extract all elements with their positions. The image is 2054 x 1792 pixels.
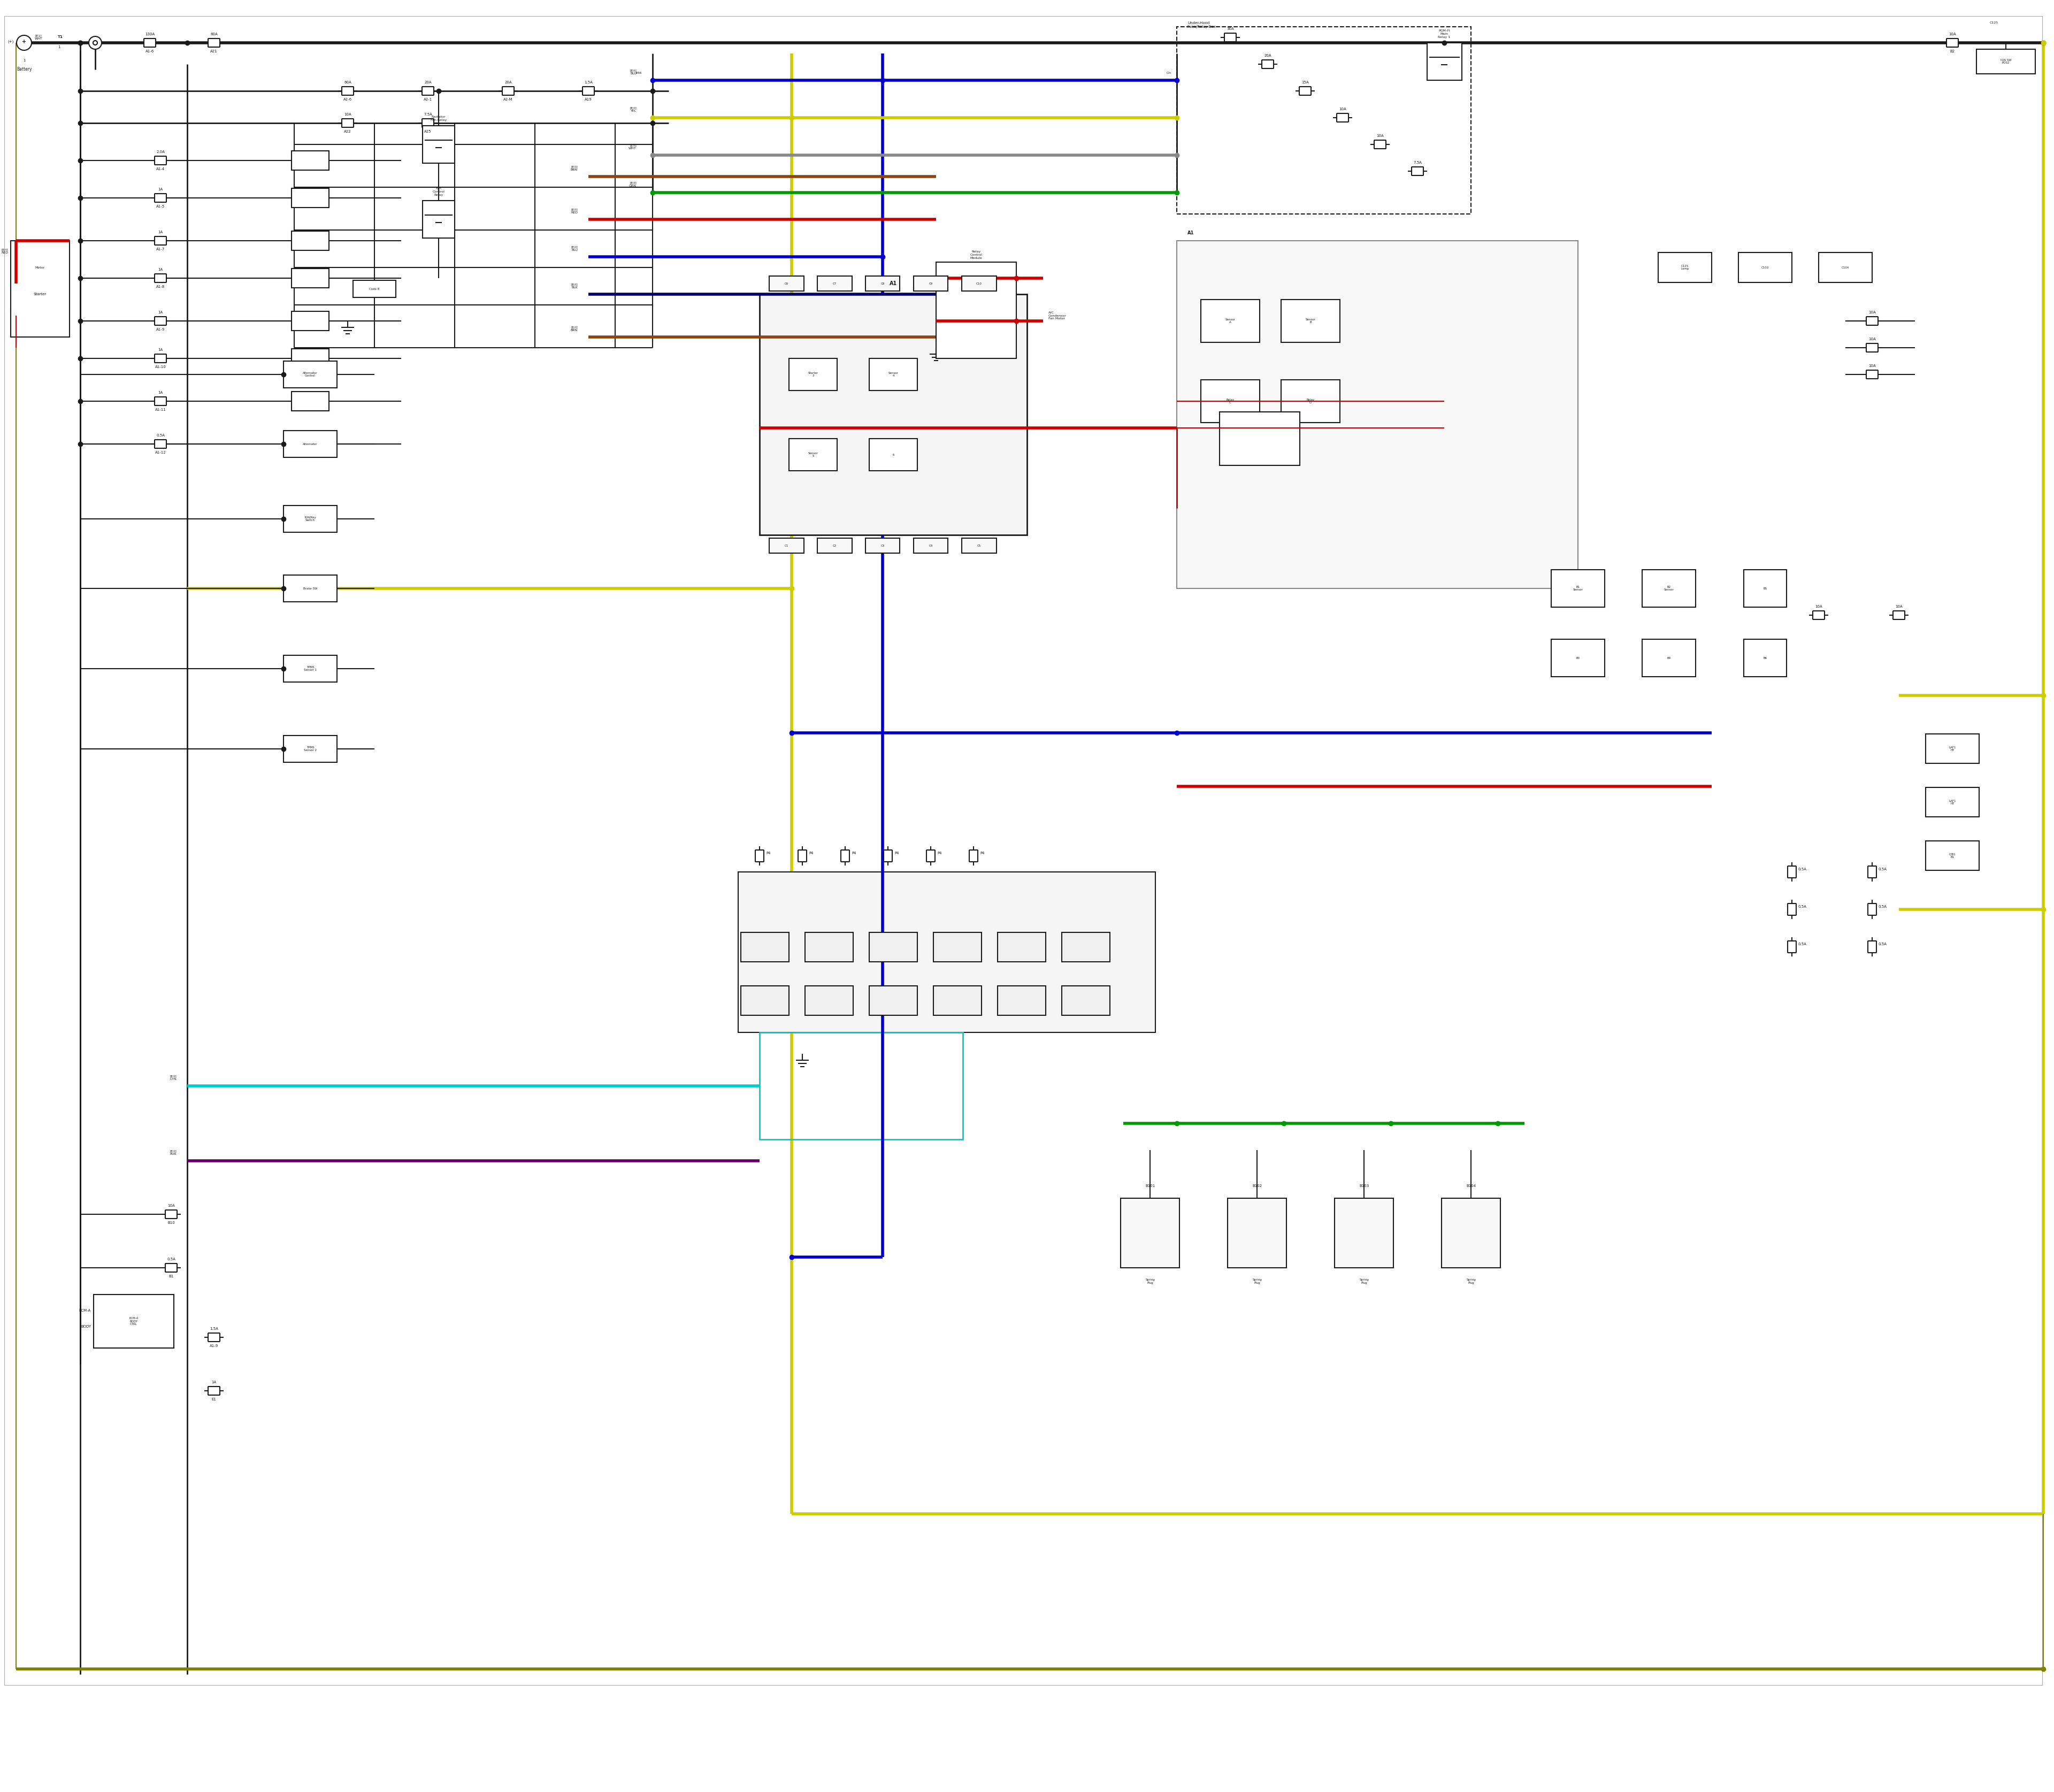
Text: C3: C3 [881,545,885,547]
Text: B4: B4 [1668,656,1670,659]
FancyBboxPatch shape [926,849,935,862]
Text: 20A: 20A [425,81,431,84]
Text: C103: C103 [1762,267,1768,269]
Circle shape [88,36,101,48]
Text: C125
Lamp: C125 Lamp [1680,265,1688,271]
Text: 0.5A: 0.5A [1879,943,1888,946]
Bar [1744,640,1787,677]
Bar [1927,735,1980,763]
Bar [865,538,900,554]
FancyBboxPatch shape [1814,611,1824,620]
Text: [E1]
WHT: [E1] WHT [35,34,43,39]
Text: 0.5A: 0.5A [1799,905,1808,909]
Text: 0.5A: 0.5A [1799,943,1808,946]
Text: TPMS
Sensor 2: TPMS Sensor 2 [304,745,316,753]
Text: [E/I]
WHT: [E/I] WHT [629,143,637,151]
Bar [1927,788,1980,817]
Text: [E/I]
BLU: [E/I] BLU [571,246,577,251]
FancyBboxPatch shape [154,317,166,324]
Text: +: + [23,39,27,45]
Bar [1551,570,1604,607]
Text: 20A: 20A [505,81,511,84]
Bar [914,276,949,290]
Text: C10: C10 [976,281,982,285]
FancyBboxPatch shape [1261,59,1273,68]
Bar [1976,50,2036,73]
FancyBboxPatch shape [154,439,166,448]
Text: C/n: C/n [1167,72,1171,73]
Text: 1A: 1A [158,269,162,271]
Text: B1
Sensor: B1 Sensor [1573,586,1584,591]
Bar [1927,840,1980,871]
Text: 0.5A: 0.5A [156,434,164,437]
Text: [E/I]
BLK: [E/I] BLK [571,283,577,289]
Bar [933,932,982,962]
Bar [741,932,789,962]
Bar [283,575,337,602]
Bar [292,392,329,410]
Bar [283,430,337,457]
FancyBboxPatch shape [1867,344,1877,351]
Text: B2: B2 [1949,50,1955,54]
Bar [292,435,329,453]
Text: 10A: 10A [1869,337,1875,340]
Text: P4: P4 [937,851,941,855]
Bar [760,1032,963,1140]
Bar [869,358,918,391]
Bar [353,280,396,297]
Bar [292,188,329,208]
FancyBboxPatch shape [421,118,433,127]
Text: C104: C104 [1842,267,1849,269]
Bar [869,932,918,962]
Text: B6: B6 [1762,656,1766,659]
FancyBboxPatch shape [1787,866,1795,878]
Text: A1-8: A1-8 [156,285,164,289]
FancyBboxPatch shape [756,849,764,862]
Text: A2-1: A2-1 [423,99,431,100]
Text: BODY: BODY [80,1324,90,1328]
Text: 130A: 130A [146,32,154,36]
Text: A/C
Condensor
Fan Motor: A/C Condensor Fan Motor [1048,312,1066,321]
Circle shape [92,41,97,45]
Text: 1A: 1A [158,391,162,394]
Bar [292,151,329,170]
Text: 10A: 10A [168,1204,175,1208]
Bar [789,358,838,391]
Text: TPMS
Sensor 1: TPMS Sensor 1 [304,667,316,672]
Text: B104: B104 [1467,1185,1477,1188]
FancyBboxPatch shape [799,849,807,862]
Bar [283,656,337,683]
Bar [869,986,918,1014]
Text: A1-5: A1-5 [156,204,164,208]
Bar [292,312,329,330]
FancyBboxPatch shape [1867,866,1877,878]
Text: 0.5A: 0.5A [1879,867,1888,871]
Bar [1121,1199,1179,1267]
Text: 10A: 10A [1949,32,1955,36]
Text: PGM-FI
Main
Relay 1: PGM-FI Main Relay 1 [1438,30,1450,38]
Text: A22: A22 [345,131,351,133]
Text: P4: P4 [809,851,813,855]
Text: 0.5A: 0.5A [166,1258,175,1262]
Bar [805,986,852,1014]
Text: Spring
Plug: Spring Plug [1146,1278,1154,1285]
Text: C8: C8 [881,281,885,285]
Bar [805,932,852,962]
Bar [1335,1199,1393,1267]
Bar [1062,932,1109,962]
Text: A1-9: A1-9 [156,328,164,332]
Text: 0.5A: 0.5A [1799,867,1808,871]
FancyBboxPatch shape [164,1210,177,1219]
Text: C7: C7 [832,281,836,285]
Bar [1428,43,1462,81]
FancyBboxPatch shape [164,1263,177,1272]
FancyBboxPatch shape [154,194,166,202]
Text: A1-12: A1-12 [154,452,166,453]
Text: C6: C6 [785,281,789,285]
Text: Code B: Code B [370,287,380,290]
FancyBboxPatch shape [1947,38,1957,47]
Bar [1282,380,1339,423]
Bar [1220,412,1300,466]
Bar [937,262,1017,358]
FancyBboxPatch shape [421,86,433,95]
